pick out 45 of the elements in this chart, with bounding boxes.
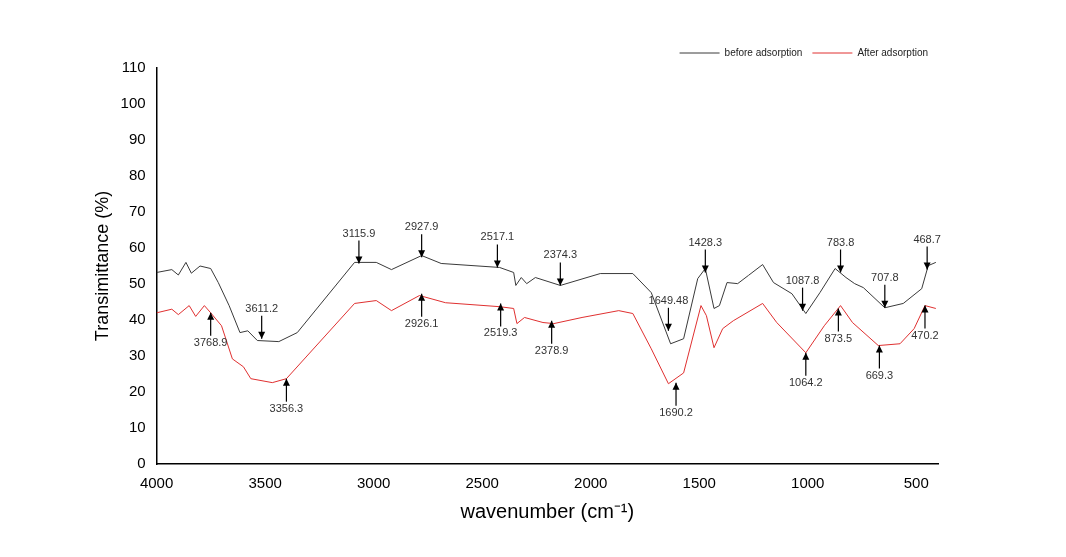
annotation: 783.8	[826, 235, 855, 248]
annotation: 1428.3	[688, 235, 723, 248]
annotation: 873.5	[824, 331, 853, 344]
x-tick-label: 3500	[248, 474, 282, 492]
x-tick-label: 2000	[574, 474, 608, 492]
x-tick-label: 4000	[139, 474, 174, 492]
y-tick-label: 100	[120, 94, 146, 112]
annotation: 2519.3	[483, 326, 518, 339]
annotation: 2926.1	[404, 316, 439, 329]
annotation: 470.2	[911, 328, 939, 341]
legend-label: After adsorption	[857, 46, 929, 58]
annotation: 1064.2	[788, 375, 823, 388]
legend-label: before adsorption	[724, 46, 803, 58]
y-tick-label: 30	[128, 346, 146, 364]
annotation: 2374.3	[543, 248, 578, 261]
y-tick-label: 90	[128, 130, 146, 148]
y-tick-label: 80	[128, 166, 146, 184]
y-tick-label: 0	[137, 454, 146, 472]
annotation: 669.3	[865, 368, 894, 381]
y-tick-label: 70	[128, 202, 146, 220]
annotation: 3356.3	[269, 401, 304, 414]
y-tick-label: 50	[128, 274, 146, 292]
annotation: 3611.2	[245, 301, 279, 314]
x-tick-label: 1000	[791, 474, 825, 492]
y-tick-label: 40	[128, 310, 146, 328]
annotation: 2927.9	[404, 220, 439, 233]
y-tick-label: 20	[128, 382, 146, 400]
annotation: 707.8	[871, 270, 899, 283]
annotation: 1087.8	[785, 273, 820, 286]
y-axis-title: Transimittance (%)	[91, 190, 112, 342]
annotation: 1690.2	[659, 405, 693, 418]
x-tick-label: 500	[903, 474, 929, 492]
x-tick-label: 2500	[465, 474, 499, 492]
annotation: 2378.9	[534, 343, 569, 356]
annotation: 3115.9	[342, 226, 376, 239]
y-tick-label: 110	[121, 58, 146, 76]
x-tick-label: 1500	[682, 474, 716, 492]
annotation: 468.7	[913, 232, 941, 245]
annotation: 2517.1	[480, 230, 515, 243]
x-tick-label: 3000	[356, 474, 391, 492]
x-axis-title: wavenumber (cm⁻¹)	[459, 499, 635, 522]
annotation: 3768.9	[193, 335, 228, 348]
y-tick-label: 60	[128, 238, 146, 256]
y-tick-label: 10	[128, 418, 146, 436]
annotation: 1649.48	[648, 293, 689, 306]
